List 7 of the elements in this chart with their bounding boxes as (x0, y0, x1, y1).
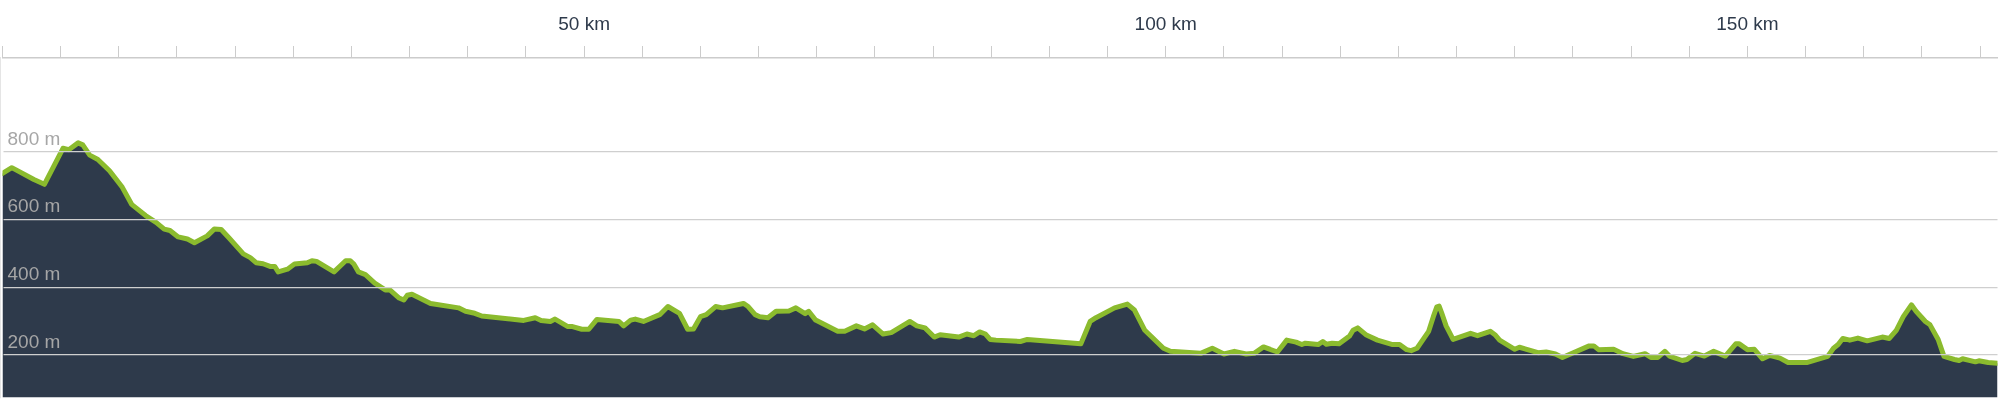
x-tick-label: 50 km (558, 12, 611, 34)
y-tick-label: 600 m (7, 195, 61, 217)
y-tick-label: 800 m (7, 127, 61, 149)
y-tick-label: 400 m (7, 263, 61, 285)
x-tick-label: 150 km (1716, 12, 1779, 34)
x-tick-label: 100 km (1134, 12, 1197, 34)
y-tick-label: 200 m (7, 331, 61, 353)
